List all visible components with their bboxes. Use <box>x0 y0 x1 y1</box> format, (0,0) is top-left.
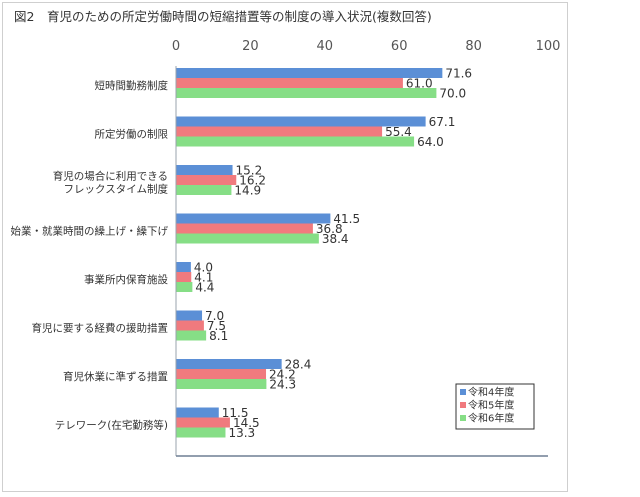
category-label: テレワーク(在宅勤務等) <box>55 419 168 432</box>
category-label: 育児休業に準ずる措置 <box>63 370 168 383</box>
bar <box>176 78 403 88</box>
data-label: 8.1 <box>209 329 228 343</box>
bar <box>176 369 267 379</box>
data-label: 4.4 <box>195 281 214 295</box>
bar <box>176 272 192 282</box>
legend-box <box>455 383 535 430</box>
legend-entry: 令和6年度 <box>468 412 514 425</box>
x-tick-label: 80 <box>465 39 482 54</box>
category-label: 育児の場合に利用できるフレックスタイム制度 <box>53 170 169 196</box>
data-label: 67.1 <box>429 115 456 129</box>
bar <box>176 330 207 341</box>
bar <box>176 379 267 389</box>
bar <box>176 68 443 78</box>
data-label: 55.4 <box>385 125 412 139</box>
bar <box>176 320 204 331</box>
bar <box>176 116 426 127</box>
bar <box>176 223 313 234</box>
data-label: 41.5 <box>333 212 360 226</box>
legend-swatch <box>460 415 466 421</box>
data-label: 13.3 <box>228 426 255 440</box>
bar <box>176 175 237 185</box>
legend-entry: 令和5年度 <box>468 399 514 412</box>
bar <box>176 359 282 369</box>
data-label: 7.0 <box>205 309 224 323</box>
category-label: 事業所内保育施設 <box>84 273 168 286</box>
legend-swatch <box>460 389 466 395</box>
x-axis-ticks: 0 20 40 60 80 100 <box>172 39 561 54</box>
data-label: 11.5 <box>222 406 249 420</box>
bar <box>176 407 219 418</box>
category-label: 所定労働の制限 <box>95 128 169 141</box>
x-tick-label: 40 <box>317 39 334 54</box>
data-label: 7.5 <box>207 319 226 333</box>
data-label: 24.3 <box>269 378 296 392</box>
data-label: 14.5 <box>233 416 260 430</box>
chart-title: 図2 育児のための所定労働時間の短縮措置等の制度の導入状況(複数回答) <box>14 9 432 24</box>
data-label: 28.4 <box>285 358 312 372</box>
data-label: 4.1 <box>194 271 213 285</box>
bar <box>176 417 230 428</box>
bar <box>176 282 193 292</box>
data-label: 61.0 <box>406 77 433 91</box>
x-tick-label: 0 <box>172 39 180 54</box>
bar <box>176 126 383 137</box>
category-label: 始業・就業時間の繰上げ・繰下げ <box>11 225 169 238</box>
bar <box>176 88 437 98</box>
bar <box>176 136 415 147</box>
x-tick-label: 60 <box>391 39 408 54</box>
legend-swatch <box>460 402 466 408</box>
data-labels: 71.6 67.1 15.2 41.5 4.0 7.0 28.4 11.5 61.0 55.4 16… <box>194 67 472 441</box>
bar <box>176 165 233 175</box>
bar <box>176 185 232 195</box>
x-tick-label: 20 <box>242 39 259 54</box>
data-label: 4.0 <box>194 261 213 275</box>
category-labels: 短時間勤務制度所定労働の制限育児の場合に利用できるフレックスタイム制度始業・就業… <box>11 79 169 432</box>
bar <box>176 427 226 438</box>
data-label: 64.0 <box>417 135 444 149</box>
data-label: 38.4 <box>322 232 349 246</box>
bar <box>176 213 331 224</box>
category-label: 短時間勤務制度 <box>95 79 169 92</box>
bar <box>176 233 319 244</box>
x-tick-label: 100 <box>536 39 561 54</box>
legend-entry: 令和4年度 <box>468 386 514 399</box>
bars <box>176 68 443 438</box>
data-label: 36.8 <box>316 222 343 236</box>
bar <box>176 310 203 321</box>
bar <box>176 262 191 272</box>
data-label: 15.2 <box>236 164 263 178</box>
data-label: 24.2 <box>269 368 296 382</box>
category-label: 育児に要する経費の援助措置 <box>32 322 169 335</box>
data-label: 71.6 <box>445 67 472 81</box>
data-label: 16.2 <box>239 174 266 188</box>
data-label: 70.0 <box>439 87 466 101</box>
data-label: 14.9 <box>234 184 261 198</box>
